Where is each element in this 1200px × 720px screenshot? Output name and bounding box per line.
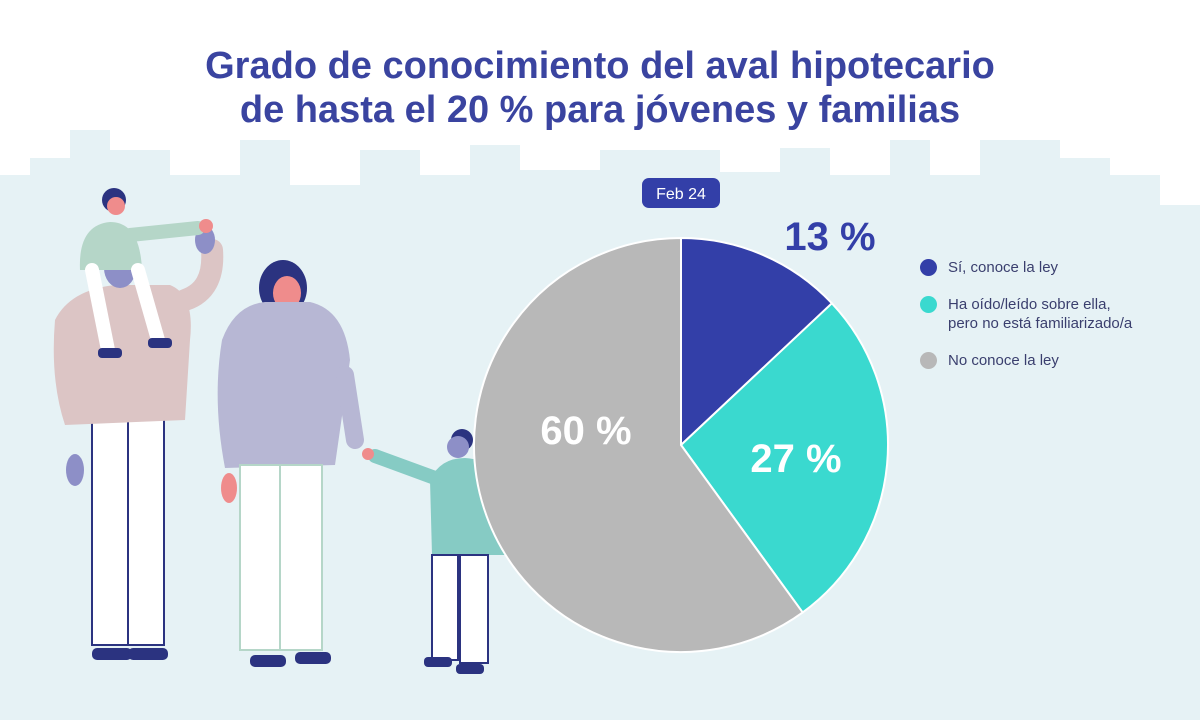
legend-item-1: Sí, conoce la ley bbox=[920, 258, 1190, 277]
chart-title: Grado de conocimiento del aval hipotecar… bbox=[0, 44, 1200, 132]
pie-slice-3 bbox=[473, 236, 805, 653]
pie-slice-2 bbox=[679, 301, 889, 614]
pie-data-labels: 13 % 27 % 60 % bbox=[540, 215, 875, 481]
data-label-3: 60 % bbox=[540, 409, 631, 453]
legend-label-2-line-1: Ha oído/leído sobre ella, bbox=[948, 296, 1111, 313]
legend-item-2: Ha oído/leído sobre ella, pero no está fa… bbox=[920, 295, 1190, 333]
legend-label-1-line-1: Sí, conoce la ley bbox=[948, 259, 1059, 276]
legend: Sí, conoce la ley Ha oído/leído sobre ell… bbox=[920, 258, 1190, 388]
data-label-2: 27 % bbox=[750, 437, 841, 481]
mother-figure bbox=[217, 260, 364, 667]
title-line-1: Grado de conocimiento del aval hipotecar… bbox=[205, 45, 995, 87]
child-on-shoulders-figure bbox=[79, 188, 213, 358]
legend-swatch-3 bbox=[920, 352, 937, 369]
period-badge-background bbox=[642, 178, 720, 208]
legend-label-2-line-2: pero no está familiarizado/a bbox=[948, 315, 1133, 332]
pie-slices bbox=[473, 236, 889, 653]
legend-item-3: No conoce la ley bbox=[920, 351, 1190, 370]
pie-slice-1 bbox=[680, 236, 834, 448]
title-line-2: de hasta el 20 % para jóvenes y familias bbox=[239, 89, 961, 131]
legend-swatch-1 bbox=[920, 259, 937, 276]
legend-label-3-line-1: No conoce la ley bbox=[948, 352, 1059, 369]
period-badge: Feb 24 bbox=[642, 178, 720, 208]
period-badge-label: Feb 24 bbox=[656, 186, 706, 203]
data-label-1: 13 % bbox=[784, 215, 875, 259]
legend-swatch-2 bbox=[920, 296, 937, 313]
